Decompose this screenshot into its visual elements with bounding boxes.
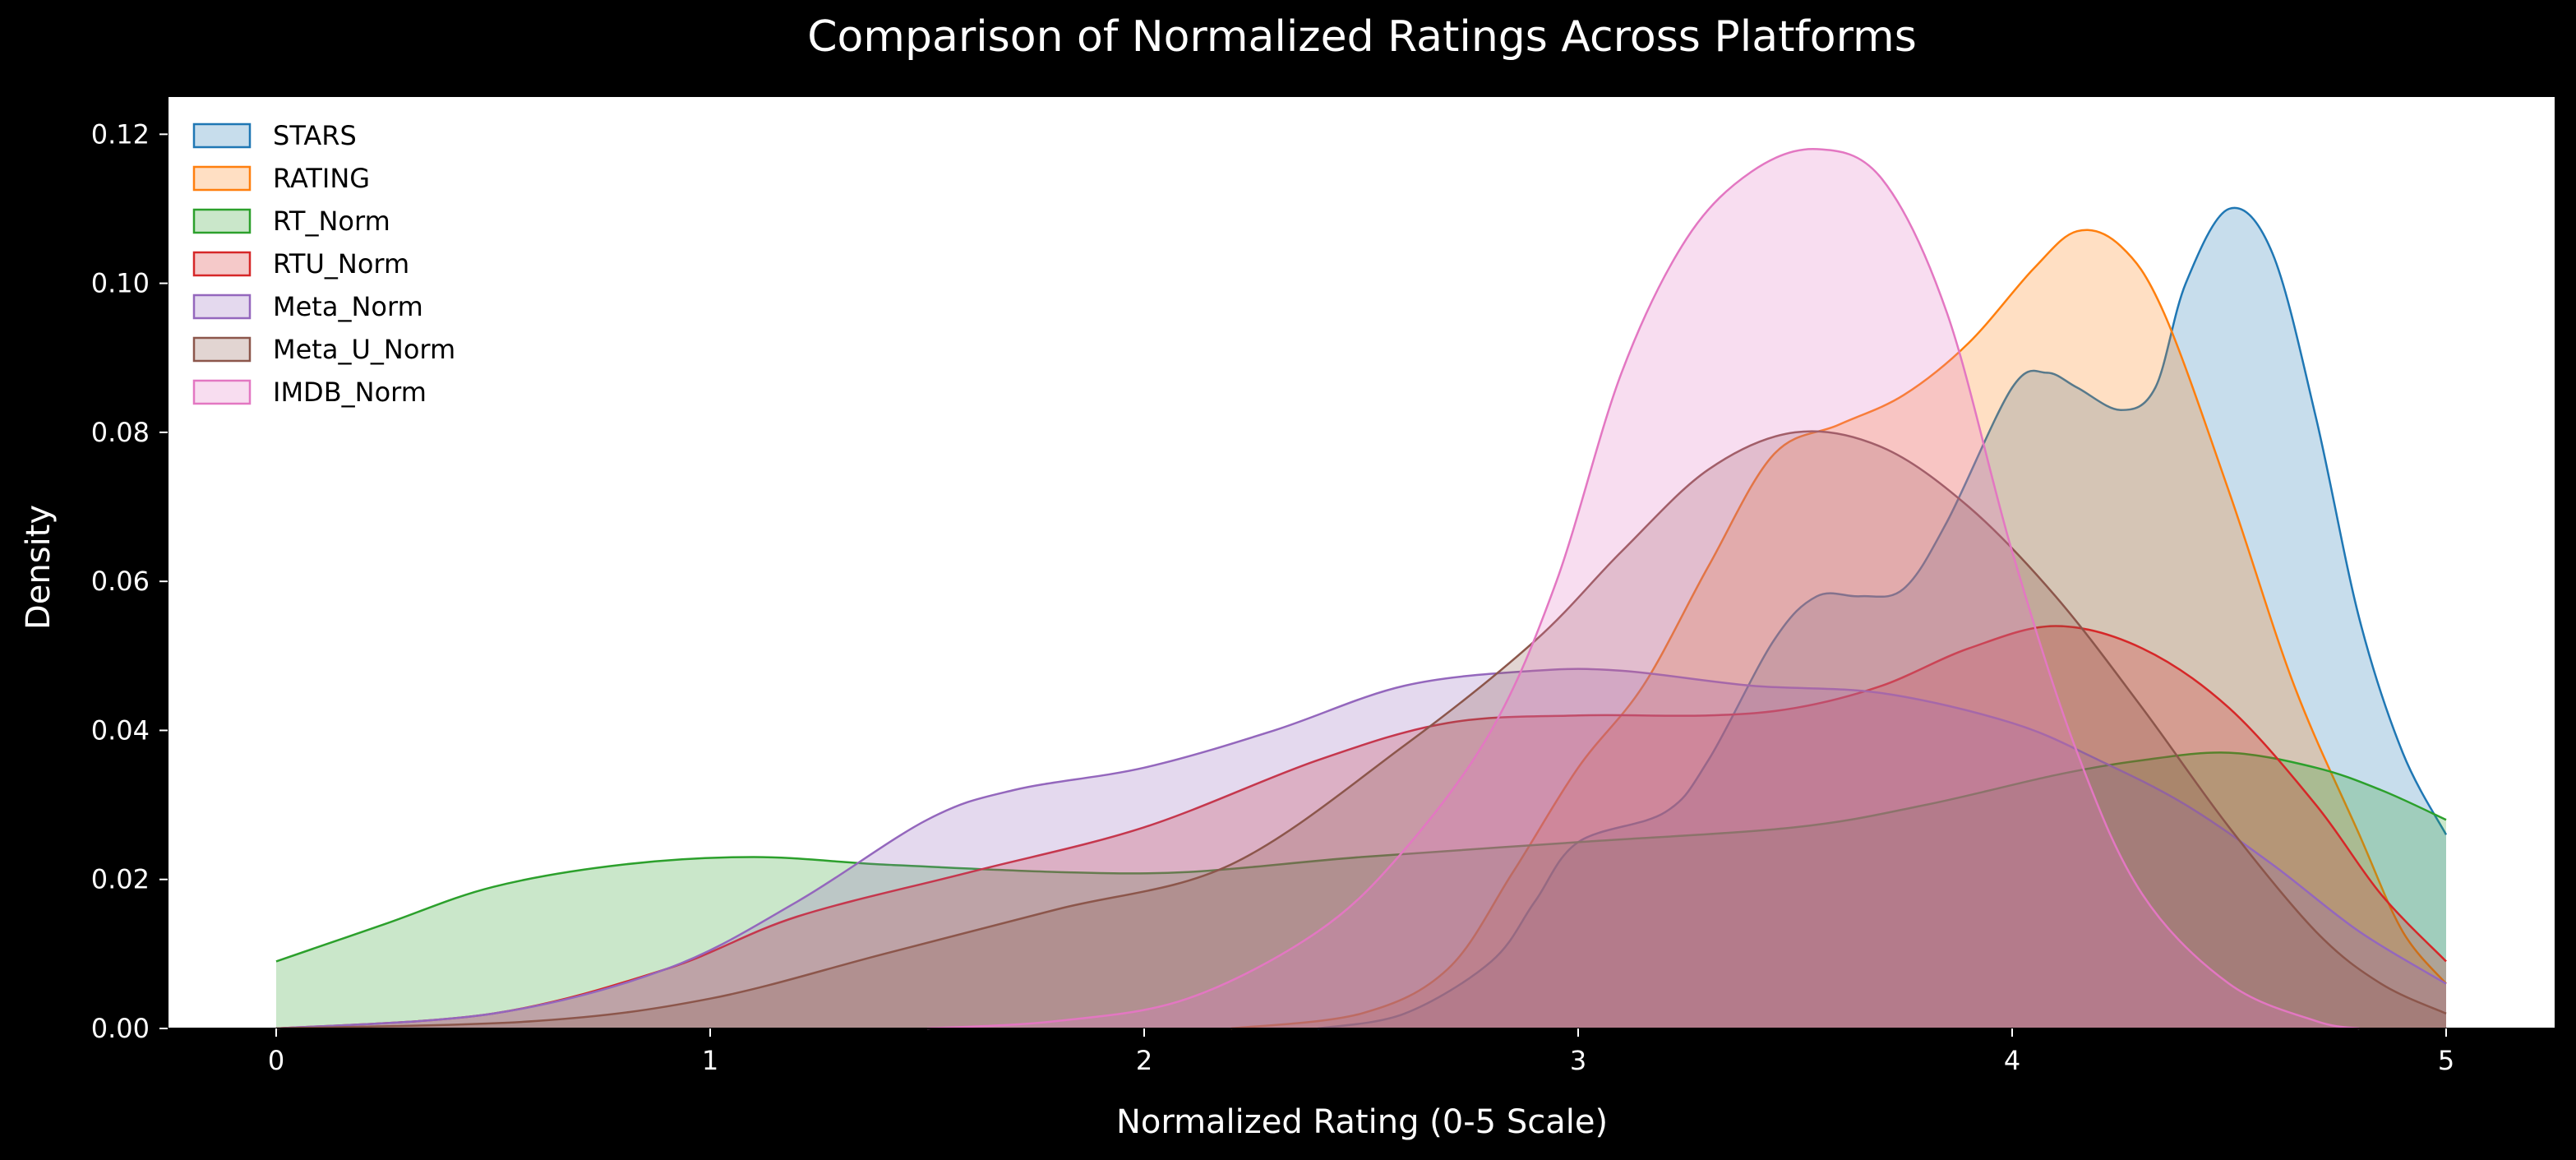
legend-swatch [192, 379, 252, 405]
legend-label: RTU_Norm [273, 248, 409, 280]
y-tick-label: 0.12 [91, 118, 150, 150]
y-tick-label: 0.02 [91, 864, 150, 895]
x-tick-label: 4 [2004, 1045, 2020, 1076]
y-tick-label: 0.10 [91, 268, 150, 299]
line-rating [1230, 229, 2447, 1030]
area-rtu-norm [276, 626, 2446, 1028]
area-rt-norm [276, 752, 2446, 1028]
legend-swatch [192, 336, 252, 363]
legend-swatch [192, 122, 252, 149]
line-stars [1317, 206, 2448, 1030]
legend-swatch [192, 293, 252, 320]
line-rt-norm [275, 751, 2447, 963]
legend: STARS RATING RT_Norm RTU_Norm Meta_Norm Meta_… [192, 120, 455, 408]
legend-label: RT_Norm [273, 206, 390, 237]
x-tick-label: 3 [1570, 1045, 1586, 1076]
density-areas [275, 148, 2448, 1030]
y-tick-label: 0.08 [91, 417, 150, 448]
legend-item-imdb-norm: IMDB_Norm [192, 377, 427, 408]
area-imdb-norm [927, 149, 2360, 1029]
x-axis-label: Normalized Rating (0-5 Scale) [1116, 1103, 1608, 1141]
x-tick-label: 0 [268, 1045, 284, 1076]
legend-label: RATING [273, 163, 370, 194]
y-tick-label: 0.06 [91, 566, 150, 597]
legend-item-rating: RATING [192, 163, 370, 194]
legend-item-rtu-norm: RTU_Norm [192, 248, 409, 280]
chart-title: Comparison of Normalized Ratings Across … [807, 12, 1917, 62]
legend-label: IMDB_Norm [273, 377, 427, 408]
legend-item-rt-norm: RT_Norm [192, 206, 390, 237]
legend-item-meta-u-norm: Meta_U_Norm [192, 334, 455, 365]
legend-swatch [192, 208, 252, 234]
area-meta-norm [276, 668, 2446, 1028]
legend-label: STARS [273, 120, 357, 151]
legend-swatch [192, 251, 252, 277]
legend-swatch [192, 165, 252, 192]
legend-item-stars: STARS [192, 120, 357, 151]
line-meta-u-norm [275, 430, 2447, 1030]
legend-label: Meta_Norm [273, 291, 423, 322]
area-rating [1230, 229, 2446, 1028]
y-tick-label: 0.04 [91, 714, 150, 746]
area-meta-u-norm [276, 431, 2446, 1028]
area-stars [1318, 207, 2446, 1028]
x-tick-label: 1 [702, 1045, 718, 1076]
x-tick-label: 5 [2438, 1045, 2454, 1076]
legend-item-meta-norm: Meta_Norm [192, 291, 423, 322]
x-tick-label: 2 [1136, 1045, 1152, 1076]
axes: 0 1 2 3 4 5 0.00 0.02 0.04 0.06 0.08 0.10 0.12 [91, 97, 2555, 1076]
line-imdb-norm [926, 148, 2360, 1030]
y-tick-label: 0.00 [91, 1013, 150, 1044]
legend-label: Meta_U_Norm [273, 334, 455, 365]
line-meta-norm [275, 668, 2447, 1030]
line-rtu-norm [275, 625, 2447, 1030]
y-axis-label: Density [20, 505, 58, 630]
